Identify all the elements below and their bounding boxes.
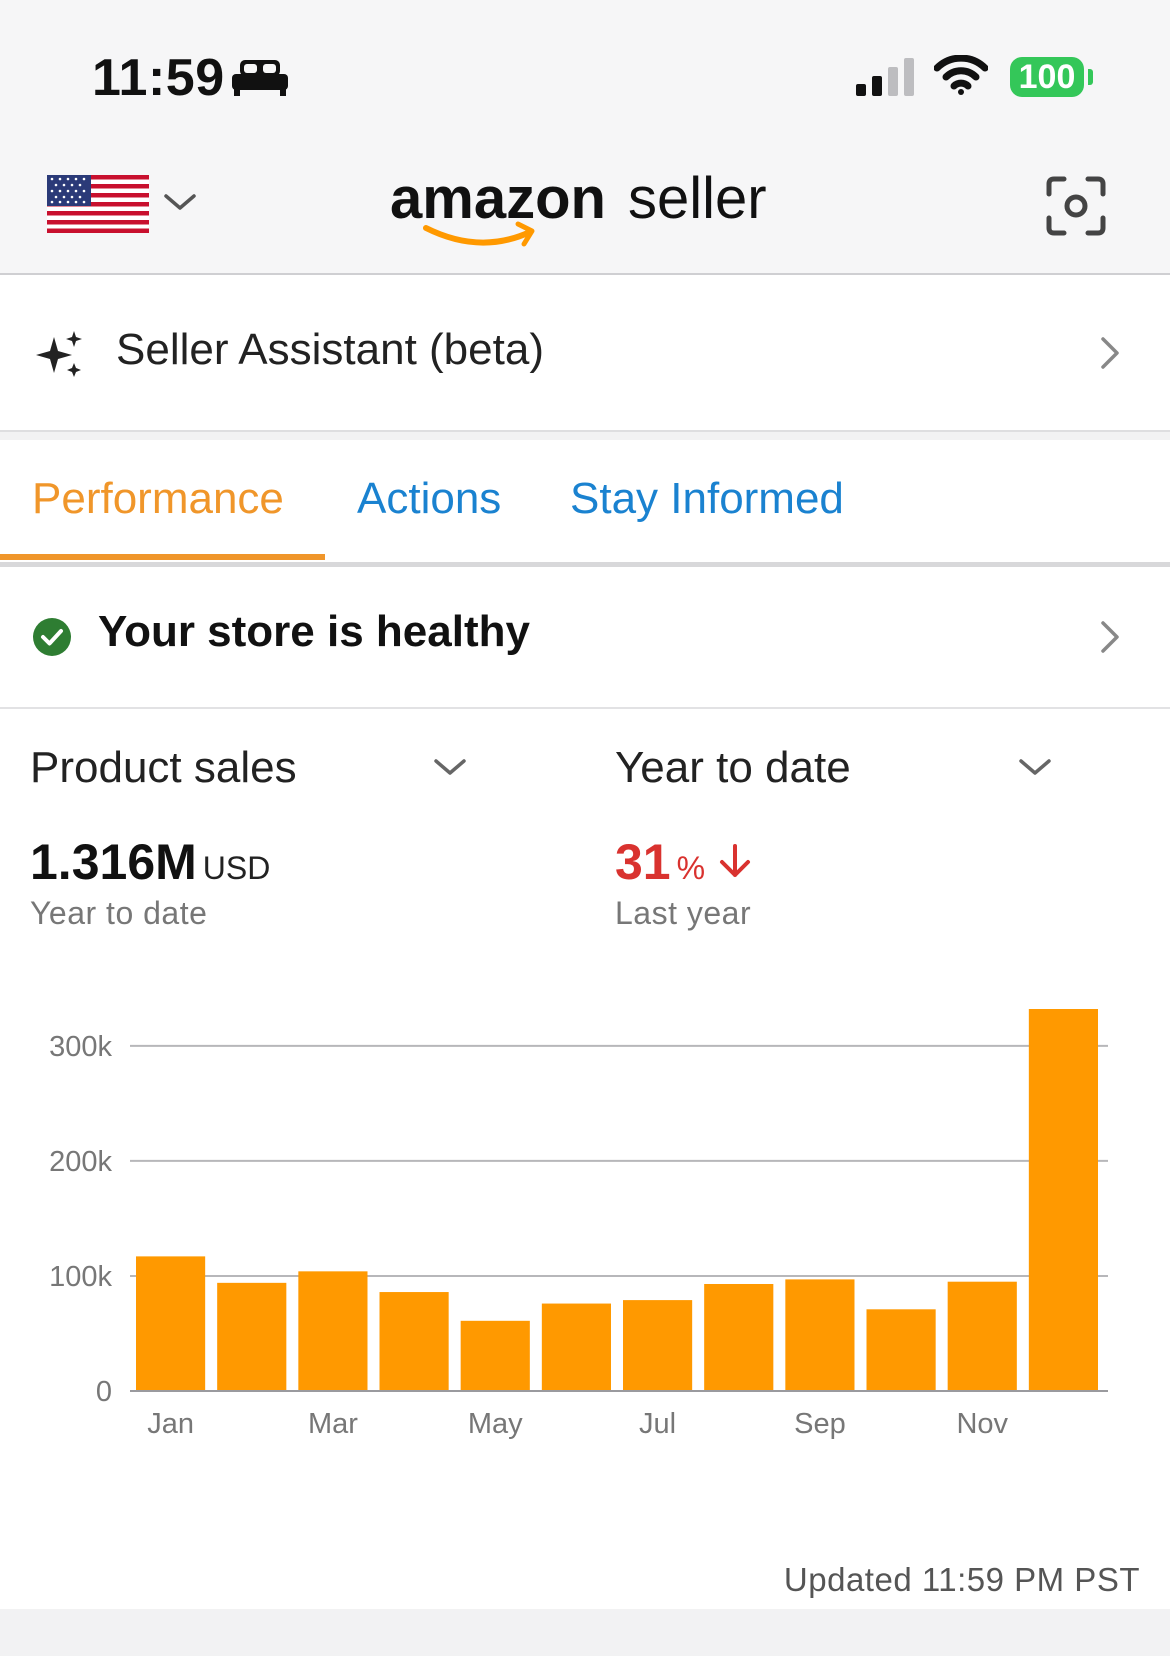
sales-change: 31% bbox=[615, 833, 705, 891]
battery-level: 100 bbox=[1010, 57, 1084, 97]
sales-change-unit: % bbox=[676, 850, 706, 886]
bar-jan bbox=[136, 1256, 206, 1391]
updated-timestamp: Updated 11:59 PM PST bbox=[783, 1561, 1140, 1598]
chevron-right-icon[interactable] bbox=[1098, 619, 1122, 655]
bar-dec bbox=[1028, 1009, 1098, 1391]
chevron-down-icon[interactable] bbox=[162, 190, 198, 214]
chevron-down-icon[interactable] bbox=[432, 755, 468, 779]
sales-total-value: 1.316M bbox=[30, 834, 197, 890]
tab-actions[interactable]: Actions bbox=[357, 474, 502, 523]
seller-assistant-label: Seller Assistant (beta) bbox=[116, 325, 544, 374]
tab-stay-informed[interactable]: Stay Informed bbox=[570, 474, 844, 523]
metric-select[interactable]: Product sales bbox=[30, 743, 297, 792]
x-tick-label: Sep bbox=[794, 1408, 846, 1440]
bed-icon bbox=[232, 60, 288, 96]
sales-total-unit: USD bbox=[202, 850, 271, 886]
sales-change-caption: Last year bbox=[615, 895, 752, 931]
y-tick-label: 300k bbox=[49, 1031, 112, 1063]
bar-oct bbox=[866, 1309, 936, 1391]
sparkle-icon bbox=[36, 331, 82, 377]
sales-total: 1.316M USD bbox=[30, 833, 270, 891]
tab-bar: Performance Actions Stay Informed bbox=[0, 440, 1170, 567]
brand-word-amazon: amazon bbox=[390, 166, 606, 231]
sales-bar-chart: 0 100k 200k 300k Jan Mar May Jul Sep Nov bbox=[49, 1009, 1108, 1440]
arrow-down-icon bbox=[720, 844, 750, 877]
tab-performance[interactable]: Performance bbox=[32, 474, 284, 523]
date-range-select[interactable]: Year to date bbox=[615, 743, 851, 792]
sales-card: Product sales Year to date 1.316M USD Yea… bbox=[0, 709, 1170, 1609]
app-header: amazon seller bbox=[0, 150, 1170, 275]
y-tick-label: 0 bbox=[96, 1376, 112, 1408]
bar-nov bbox=[947, 1281, 1017, 1391]
chevron-down-icon[interactable] bbox=[1017, 755, 1053, 779]
us-flag-icon[interactable] bbox=[47, 175, 149, 233]
sales-change-value: 31 bbox=[615, 834, 671, 890]
check-circle-icon bbox=[33, 618, 71, 656]
x-tick-label: Mar bbox=[308, 1408, 358, 1440]
status-time: 11:59 bbox=[92, 49, 225, 107]
x-tick-label: Jan bbox=[147, 1408, 194, 1440]
amazon-seller-logo: amazon seller bbox=[390, 166, 767, 247]
bar-feb bbox=[217, 1282, 287, 1391]
bar-jun bbox=[541, 1303, 611, 1391]
store-health-row[interactable]: Your store is healthy bbox=[0, 567, 1170, 709]
bar-jul bbox=[623, 1300, 693, 1391]
bar-may bbox=[460, 1320, 530, 1391]
bar-apr bbox=[379, 1292, 449, 1391]
x-tick-label: Nov bbox=[956, 1408, 1008, 1440]
battery-cap bbox=[1088, 69, 1093, 85]
x-tick-label: Jul bbox=[639, 1408, 676, 1440]
scan-icon[interactable] bbox=[1046, 176, 1106, 236]
seller-assistant-row[interactable]: Seller Assistant (beta) bbox=[0, 275, 1170, 432]
wifi-icon bbox=[934, 55, 988, 95]
x-tick-label: May bbox=[468, 1408, 523, 1440]
chevron-right-icon[interactable] bbox=[1098, 335, 1122, 371]
bar-sep bbox=[785, 1279, 855, 1391]
status-bar: 11:59 100 bbox=[0, 0, 1170, 150]
cellular-signal-icon bbox=[856, 58, 914, 96]
bar-aug bbox=[704, 1283, 774, 1391]
y-tick-label: 100k bbox=[49, 1261, 112, 1293]
brand-word-seller: seller bbox=[628, 166, 767, 231]
sales-total-caption: Year to date bbox=[30, 895, 208, 931]
y-tick-label: 200k bbox=[49, 1146, 112, 1178]
bar-mar bbox=[298, 1271, 368, 1391]
store-health-label: Your store is healthy bbox=[98, 607, 530, 656]
active-tab-indicator bbox=[0, 554, 325, 560]
